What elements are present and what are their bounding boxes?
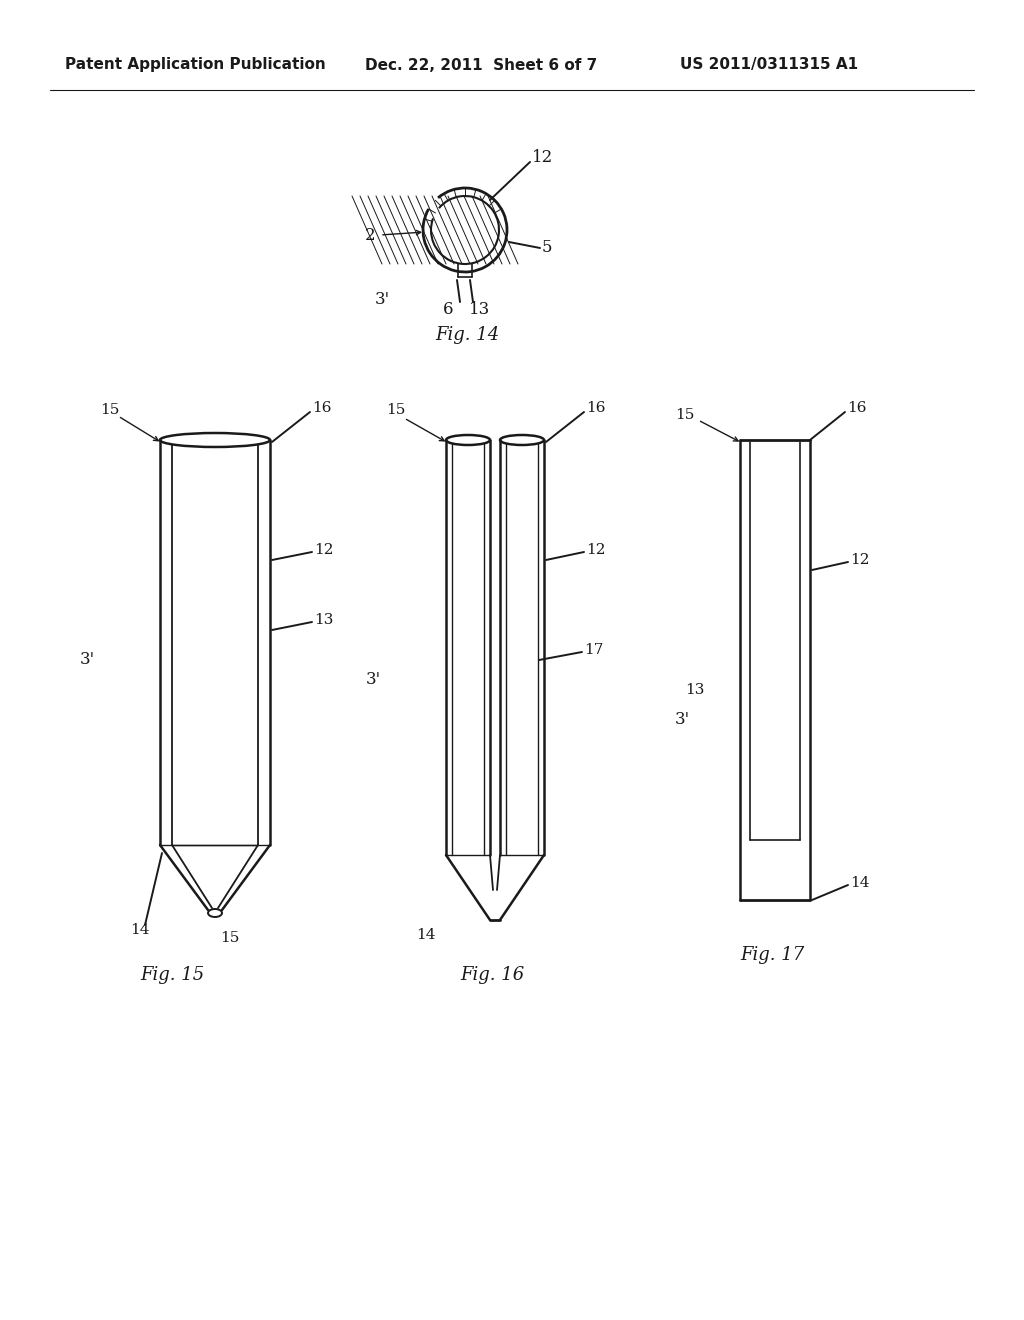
Text: 3': 3' xyxy=(366,672,381,689)
Text: 15: 15 xyxy=(100,403,120,417)
Text: 12: 12 xyxy=(586,543,605,557)
Text: Dec. 22, 2011  Sheet 6 of 7: Dec. 22, 2011 Sheet 6 of 7 xyxy=(365,58,597,73)
Text: Fig. 17: Fig. 17 xyxy=(740,946,804,964)
Text: 3': 3' xyxy=(80,652,95,668)
Text: 5: 5 xyxy=(542,239,553,256)
Text: 16: 16 xyxy=(847,401,866,414)
Text: 13: 13 xyxy=(314,612,334,627)
Text: 12: 12 xyxy=(532,149,553,166)
Text: 15: 15 xyxy=(220,931,240,945)
Text: 13: 13 xyxy=(685,682,705,697)
Text: 14: 14 xyxy=(850,876,869,890)
Text: Fig. 15: Fig. 15 xyxy=(140,966,204,983)
Text: 12: 12 xyxy=(850,553,869,568)
Text: 14: 14 xyxy=(416,928,435,942)
Text: 15: 15 xyxy=(675,408,694,422)
Ellipse shape xyxy=(446,436,490,445)
Text: 16: 16 xyxy=(586,401,605,414)
Text: 3': 3' xyxy=(375,292,390,309)
Ellipse shape xyxy=(500,436,544,445)
Text: 3': 3' xyxy=(675,711,690,729)
Text: 17: 17 xyxy=(584,643,603,657)
Text: 16: 16 xyxy=(312,401,332,414)
Text: 12: 12 xyxy=(314,543,334,557)
Text: 14: 14 xyxy=(130,923,150,937)
Ellipse shape xyxy=(208,909,222,917)
Text: 6: 6 xyxy=(443,301,454,318)
Ellipse shape xyxy=(160,433,270,447)
Text: 13: 13 xyxy=(469,301,490,318)
Text: Fig. 16: Fig. 16 xyxy=(460,966,524,983)
Text: Fig. 14: Fig. 14 xyxy=(435,326,500,345)
Text: 2: 2 xyxy=(365,227,375,243)
Text: 15: 15 xyxy=(386,403,406,417)
Text: Patent Application Publication: Patent Application Publication xyxy=(65,58,326,73)
Circle shape xyxy=(447,213,483,248)
Text: US 2011/0311315 A1: US 2011/0311315 A1 xyxy=(680,58,858,73)
